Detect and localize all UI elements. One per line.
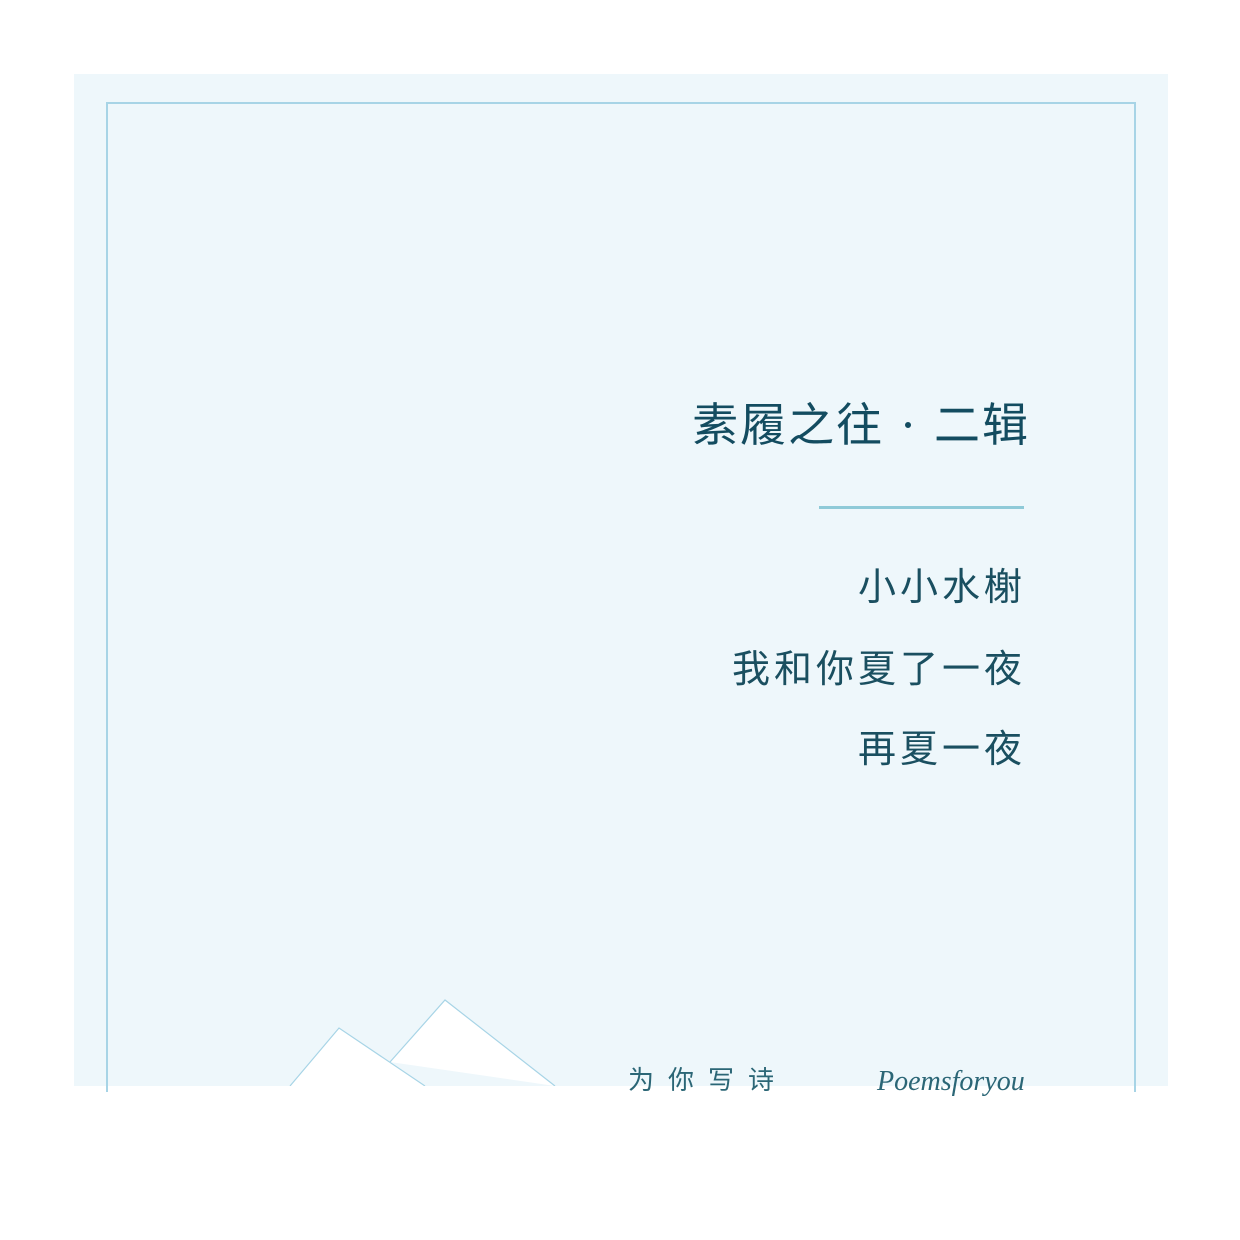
- footer-chinese-signature: 为你写诗: [628, 1066, 789, 1096]
- title-divider: [819, 506, 1024, 509]
- mountain-base: [270, 1086, 590, 1092]
- poem-line-3: 再夏一夜: [857, 727, 1026, 771]
- card-frame: [106, 102, 1136, 1092]
- mountain-left-peak: [289, 1027, 426, 1087]
- poem-line-2: 我和你夏了一夜: [731, 647, 1026, 691]
- footer-english-signature: Poemsforyou: [877, 1066, 1025, 1097]
- mountain-right-peak: [389, 999, 556, 1087]
- poster-title: 素履之往 · 二辑: [692, 398, 1030, 452]
- mountain-outline-icon: [270, 999, 590, 1092]
- card-background: [74, 74, 1168, 1086]
- poem-line-1: 小小水榭: [857, 565, 1026, 609]
